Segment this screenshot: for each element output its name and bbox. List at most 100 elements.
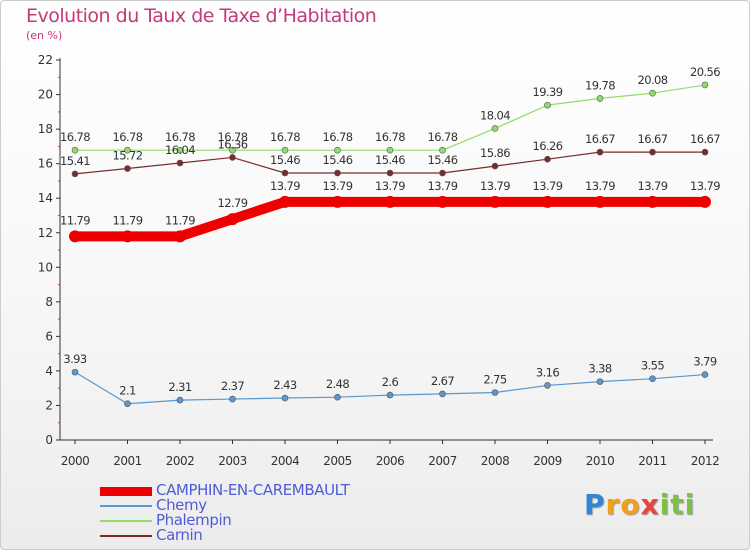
data-label-phalempin: 16.78	[60, 130, 90, 144]
data-point-chemy	[71, 368, 79, 376]
data-point-chemy	[334, 393, 341, 401]
data-point-carnin	[229, 154, 236, 161]
y-tick-label: 0	[45, 433, 53, 447]
x-tick-label: 2010	[586, 454, 615, 468]
x-tick-label: 2002	[166, 454, 195, 468]
data-point-camphin	[174, 230, 186, 243]
data-point-carnin	[176, 159, 184, 167]
data-point-carnin	[386, 169, 394, 177]
data-label-carnin: 15.46	[270, 153, 300, 167]
chart-title: Evolution du Taux de Taxe d’Habitation	[26, 5, 377, 27]
data-label-carnin: 15.46	[428, 153, 458, 167]
x-tick-label: 2003	[218, 454, 247, 468]
data-label-chemy: 2.31	[168, 380, 191, 394]
data-point-phalempin	[386, 146, 394, 154]
data-point-phalempin	[71, 146, 79, 154]
data-point-carnin	[124, 165, 131, 172]
legend-swatch-chemy	[100, 505, 152, 507]
data-point-carnin	[71, 170, 79, 178]
data-label-phalempin: 18.04	[480, 108, 510, 122]
series-chemy	[71, 368, 709, 408]
legend-label-phalempin: Phalempin	[156, 511, 232, 529]
data-label-chemy: 2.67	[431, 374, 454, 388]
data-label-camphin: 12.79	[218, 196, 248, 210]
data-label-camphin: 13.79	[585, 179, 615, 193]
y-tick-label: 4	[45, 364, 53, 378]
data-point-camphin	[436, 195, 449, 208]
y-tick-label: 16	[38, 157, 53, 171]
line-chart: 0 2 4 6 8 10 12 14 16 18 20 22 2000 2001 2002 2003 2004 2…	[38, 53, 721, 468]
data-point-camphin	[384, 195, 396, 208]
data-point-camphin	[226, 213, 239, 226]
data-label-phalempin: 16.78	[428, 130, 458, 144]
data-label-chemy: 3.55	[641, 359, 664, 373]
data-point-carnin	[701, 148, 709, 156]
y-tick-label: 14	[38, 191, 53, 205]
data-label-phalempin: 16.78	[113, 130, 143, 144]
data-label-phalempin: 16.78	[218, 130, 248, 144]
data-point-camphin	[699, 195, 711, 208]
chart-unit-label: (en %)	[26, 29, 63, 42]
data-point-carnin	[334, 169, 341, 177]
data-label-phalempin: 16.78	[165, 130, 195, 144]
data-label-phalempin: 19.39	[533, 85, 563, 99]
data-label-phalempin: 16.78	[270, 130, 300, 144]
data-label-carnin: 15.86	[480, 146, 510, 160]
y-tick-label: 6	[45, 329, 53, 343]
data-label-phalempin: 16.78	[323, 130, 353, 144]
y-tick-label: 20	[38, 88, 53, 102]
data-point-chemy	[596, 378, 604, 385]
data-label-phalempin: 20.08	[638, 73, 668, 87]
legend-label-chemy: Chemy	[156, 496, 207, 514]
y-tick-label: 12	[38, 226, 53, 240]
data-point-camphin	[331, 195, 344, 208]
legend-swatch-carnin	[100, 535, 152, 537]
data-point-chemy	[124, 400, 131, 408]
data-label-chemy: 2.1	[119, 384, 136, 398]
y-tick-label: 8	[45, 295, 53, 309]
data-point-phalempin	[596, 95, 604, 102]
data-label-camphin: 13.79	[533, 179, 563, 193]
data-label-camphin: 13.79	[323, 179, 353, 193]
data-point-phalempin	[701, 81, 709, 89]
data-point-phalempin	[334, 146, 341, 154]
data-label-camphin: 11.79	[113, 213, 143, 227]
x-tick-label: 2011	[638, 454, 667, 468]
data-label-camphin: 13.79	[375, 179, 405, 193]
data-label-phalempin: 16.78	[375, 130, 405, 144]
data-point-camphin	[594, 195, 606, 208]
data-label-carnin: 16.67	[690, 132, 720, 146]
data-point-camphin	[121, 230, 134, 243]
data-label-chemy: 3.93	[63, 352, 86, 366]
data-label-chemy: 3.16	[536, 365, 559, 379]
data-label-camphin: 13.79	[270, 179, 300, 193]
data-label-camphin: 13.79	[690, 179, 720, 193]
data-label-chemy: 2.37	[221, 379, 244, 393]
data-point-carnin	[439, 169, 446, 177]
data-label-chemy: 2.75	[483, 373, 506, 387]
x-tick-label: 2012	[691, 454, 720, 468]
data-label-carnin: 15.46	[323, 153, 353, 167]
data-label-camphin: 11.79	[60, 213, 90, 227]
data-point-camphin	[69, 230, 81, 243]
data-point-camphin	[279, 195, 291, 208]
data-label-carnin: 16.04	[165, 143, 195, 157]
data-label-carnin: 16.67	[585, 132, 615, 146]
data-point-chemy	[701, 371, 709, 378]
y-tick-label: 10	[38, 260, 53, 274]
data-label-chemy: 3.79	[693, 355, 716, 369]
data-label-carnin: 15.72	[113, 149, 143, 163]
data-point-camphin	[646, 195, 659, 208]
data-label-chemy: 2.43	[273, 378, 296, 392]
x-tick-label: 2006	[376, 454, 405, 468]
data-point-phalempin	[544, 101, 551, 109]
x-tick-label: 2000	[61, 454, 90, 468]
data-point-chemy	[491, 389, 499, 396]
data-point-chemy	[439, 390, 446, 398]
data-label-camphin: 13.79	[428, 179, 458, 193]
data-point-phalempin	[124, 146, 131, 154]
legend-label-camphin: CAMPHIN-EN-CAREMBAULT	[156, 481, 350, 499]
x-tick-label: 2007	[428, 454, 457, 468]
data-label-carnin: 16.67	[638, 132, 668, 146]
